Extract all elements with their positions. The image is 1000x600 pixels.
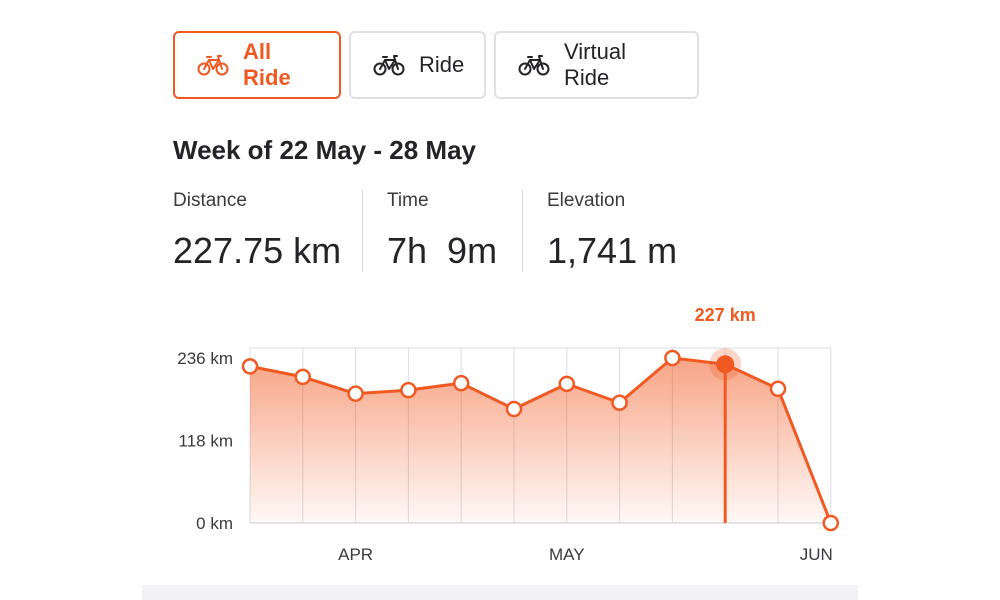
filter-label: All Ride [243,39,291,90]
data-point [294,368,312,386]
data-point [558,375,576,393]
stat-value: 7h 9m [387,230,498,271]
series-line [249,356,833,524]
stat-elevation: Elevation 1,741 m [522,190,701,272]
bottom-panel-edge [142,585,858,600]
x-tick-label: MAY [549,545,585,564]
data-point [822,514,840,532]
activity-filter-bar: All Ride Ride Virtual Ride [173,31,699,99]
data-point [347,385,364,402]
data-point [769,380,787,398]
bike-icon [197,54,229,76]
bike-icon [373,54,405,76]
x-tick-label: APR [338,545,373,564]
data-point [505,400,523,418]
y-tick-label: 118 km [179,432,234,451]
data-point [664,349,681,367]
filter-all-ride-button[interactable]: All Ride [173,31,341,99]
weekly-stats: Distance 227.75 km Time 7h 9m Elevation … [173,190,701,272]
chart-canvas: 227 km 236 km 118 km 0 km APR MAY JUN [177,305,840,564]
stat-label: Time [387,190,429,211]
stat-label: Distance [173,190,247,211]
weekly-distance-chart[interactable]: 227 km 236 km 118 km 0 km APR MAY JUN [150,290,870,580]
stat-label: Elevation [547,190,626,211]
filter-label: Ride [419,52,465,77]
stat-distance: Distance 227.75 km [173,190,362,272]
data-point [452,374,470,392]
x-tick-label: JUN [800,545,833,564]
data-point [400,381,417,399]
highlight-point [716,355,735,374]
data-point [611,394,628,411]
week-title: Week of 22 May - 28 May [173,135,476,165]
filter-virtual-ride-button[interactable]: Virtual Ride [494,31,699,99]
filter-ride-button[interactable]: Ride [349,31,486,99]
data-point [241,358,259,375]
filter-label: Virtual Ride [564,39,626,90]
y-tick-label: 236 km [177,349,233,368]
bike-icon [518,54,550,76]
stat-time: Time 7h 9m [362,190,522,272]
stat-value: 227.75 km [173,230,342,271]
y-tick-label: 0 km [196,514,233,533]
chart-area-fill [250,358,831,523]
highlight-value-label: 227 km [695,305,756,325]
stat-value: 1,741 m [547,230,678,271]
